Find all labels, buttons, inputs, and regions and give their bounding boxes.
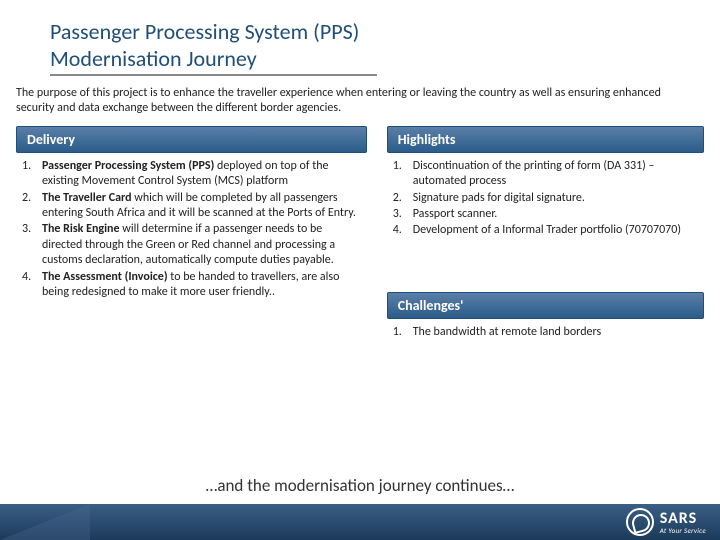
list-text: Discontinuation of the printing of form … <box>413 159 700 190</box>
list-item: 1.Discontinuation of the printing of for… <box>393 159 700 190</box>
list-number: 3. <box>22 222 42 268</box>
list-item: 1.The bandwidth at remote land borders <box>393 325 700 340</box>
list-item: 4.Development of a Informal Trader portf… <box>393 223 700 238</box>
list-text: The Assessment (Invoice) to be handed to… <box>42 270 363 301</box>
list-text: The Risk Engine will determine if a pass… <box>42 222 363 268</box>
sars-logo: SARS At Your Service <box>626 508 706 536</box>
challenges-list: 1.The bandwidth at remote land borders <box>387 319 704 347</box>
list-number: 1. <box>393 325 413 340</box>
highlights-list: 1.Discontinuation of the printing of for… <box>387 153 704 246</box>
intro-paragraph: The purpose of this project is to enhanc… <box>0 76 720 126</box>
list-number: 1. <box>393 159 413 190</box>
content-columns: Delivery 1.Passenger Processing System (… <box>0 126 720 347</box>
list-text: The bandwidth at remote land borders <box>413 325 700 340</box>
list-number: 4. <box>393 223 413 238</box>
list-text: Signature pads for digital signature. <box>413 191 700 206</box>
delivery-list: 1.Passenger Processing System (PPS) depl… <box>16 153 367 307</box>
list-item: 3.Passport scanner. <box>393 207 700 222</box>
list-item: 1.Passenger Processing System (PPS) depl… <box>22 159 363 190</box>
list-item: 2.The Traveller Card which will be compl… <box>22 191 363 222</box>
list-number: 2. <box>22 191 42 222</box>
list-number: 3. <box>393 207 413 222</box>
list-number: 4. <box>22 270 42 301</box>
title-line-2: Modernisation Journey <box>50 45 377 76</box>
highlights-header: Highlights <box>387 126 704 153</box>
list-text: Passport scanner. <box>413 207 700 222</box>
list-text: Development of a Informal Trader portfol… <box>413 223 700 238</box>
footer-bar: SARS At Your Service <box>0 504 720 540</box>
logo-subtext: At Your Service <box>660 526 706 535</box>
list-item: 2.Signature pads for digital signature. <box>393 191 700 206</box>
list-text: The Traveller Card which will be complet… <box>42 191 363 222</box>
list-number: 2. <box>393 191 413 206</box>
challenges-header: Challenges' <box>387 292 704 319</box>
list-item: 4.The Assessment (Invoice) to be handed … <box>22 270 363 301</box>
slide-title-block: Passenger Processing System (PPS) Modern… <box>0 0 720 76</box>
logo-mark-icon <box>626 508 654 536</box>
title-line-1: Passenger Processing System (PPS) <box>50 18 720 45</box>
delivery-header: Delivery <box>16 126 367 153</box>
list-text: Passenger Processing System (PPS) deploy… <box>42 159 363 190</box>
list-number: 1. <box>22 159 42 190</box>
delivery-column: Delivery 1.Passenger Processing System (… <box>16 126 367 347</box>
footer-tagline: …and the modernisation journey continues… <box>0 475 720 496</box>
logo-text-block: SARS At Your Service <box>660 509 706 535</box>
right-column: Highlights 1.Discontinuation of the prin… <box>387 126 704 347</box>
list-item: 3.The Risk Engine will determine if a pa… <box>22 222 363 268</box>
footer-diagonal-accent <box>0 504 90 540</box>
